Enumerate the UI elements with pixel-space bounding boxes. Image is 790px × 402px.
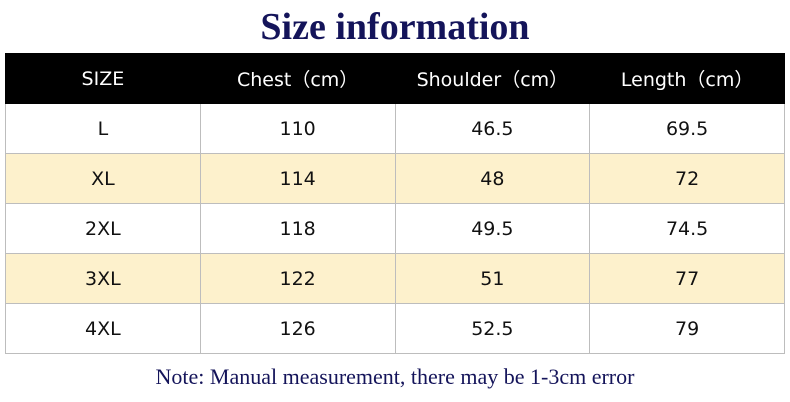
table-cell: 49.5 [394,203,591,254]
table-cell: 2XL [5,203,201,254]
table-row: 2XL 118 49.5 74.5 [5,203,785,254]
table-row: XL 114 48 72 [5,153,785,204]
table-cell: 110 [199,103,396,154]
note: Note: Manual measurement, there may be 1… [155,364,635,389]
table-cell: 122 [199,253,396,304]
table-cell: XL [5,153,201,204]
size-table: SIZE Chest（cm） Shoulder（cm） Length（cm） L 110… [5,53,785,354]
table-row: 4XL 126 52.5 79 [5,303,785,354]
table-cell: 69.5 [589,103,785,154]
table-row: 3XL 122 51 77 [5,253,785,304]
table-cell: 51 [394,253,591,304]
table-cell: 118 [199,203,396,254]
table-cell: 46.5 [394,103,591,154]
table-header: SIZE Chest（cm） Shoulder（cm） Length（cm） [5,53,785,104]
header-cell: Length（cm） [589,53,785,104]
header-cell: Chest（cm） [199,53,396,104]
header-cell: Shoulder（cm） [394,53,591,104]
table-cell: 4XL [5,303,201,354]
table-row: L 110 46.5 69.5 [5,103,785,154]
title: Size information [260,6,530,48]
header-cell: SIZE [5,53,201,104]
table-cell: 74.5 [589,203,785,254]
table-cell: 114 [199,153,396,204]
table-cell: 77 [589,253,785,304]
table-body: L 110 46.5 69.5 XL 114 48 72 2XL 118 49.5 74.5 3XL 12… [5,103,785,354]
table-cell: 48 [394,153,591,204]
table-cell: L [5,103,201,154]
header-row: SIZE Chest（cm） Shoulder（cm） Length（cm） [5,53,785,104]
table-cell: 79 [589,303,785,354]
table-cell: 52.5 [394,303,591,354]
table-cell: 126 [199,303,396,354]
table-cell: 3XL [5,253,201,304]
table-cell: 72 [589,153,785,204]
